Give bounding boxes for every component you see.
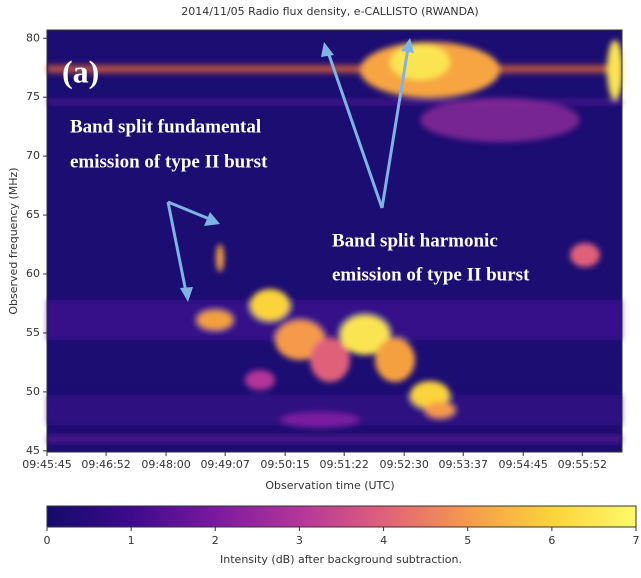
annotation: Band split harmonic [332,230,498,251]
annotation: emission of type II burst [332,264,530,285]
annotation: Band split fundamental [70,116,261,137]
x-tick-label: 09:45:45 [22,458,71,471]
x-tick-label: 09:53:37 [439,458,488,471]
spectrogram [47,30,623,452]
y-tick-label: 60 [26,267,40,280]
y-tick-label: 55 [26,326,40,339]
colorbar-tick-label: 0 [44,534,51,547]
x-tick-label: 09:49:07 [200,458,249,471]
x-tick-label: 09:46:52 [81,458,130,471]
x-tick-label: 09:50:15 [260,458,309,471]
colorbar-tick-label: 2 [212,534,219,547]
x-tick-label: 09:55:52 [558,458,607,471]
y-tick-label: 80 [26,31,40,44]
y-tick-label: 75 [26,90,40,103]
x-tick-label: 09:48:00 [141,458,190,471]
panel-label: (a) [62,53,99,89]
y-tick-label: 45 [26,444,40,457]
colorbar-tick-label: 6 [548,534,555,547]
y-tick-label: 50 [26,385,40,398]
chart-title: 2014/11/05 Radio flux density, e-CALLIST… [181,5,478,18]
colorbar-tick-label: 1 [128,534,135,547]
colorbar [46,505,637,528]
x-axis-label: Observation time (UTC) [265,479,394,492]
x-tick-label: 09:51:22 [319,458,368,471]
y-axis-label: Observed frequency (MHz) [7,167,20,314]
annotation: emission of type II burst [70,151,268,172]
colorbar-tick-label: 3 [296,534,303,547]
colorbar-tick-label: 4 [380,534,387,547]
x-tick-label: 09:54:45 [499,458,548,471]
colorbar-label: Intensity (dB) after background subtract… [220,553,462,566]
x-tick-label: 09:52:30 [379,458,428,471]
colorbar-tick-label: 7 [633,534,640,547]
plot-frame [46,29,623,453]
arrows [166,38,414,302]
colorbar-tick-label: 5 [464,534,471,547]
y-tick-label: 70 [26,149,40,162]
y-tick-label: 65 [26,208,40,221]
